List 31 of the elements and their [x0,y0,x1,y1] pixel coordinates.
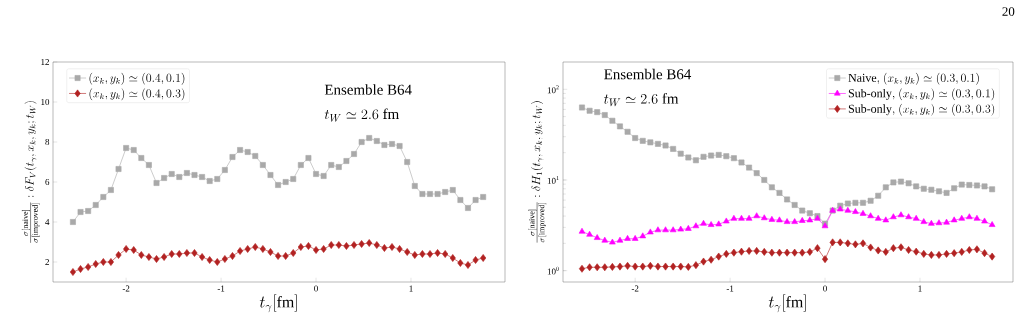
x-tick-label: 0 [314,285,318,292]
y-tick-label: 10$^{0}$ [547,266,559,275]
annotation: $t_W\simeq 2.6\ \mathrm{fm}$ [324,108,399,122]
y-tick-label: 4 [45,219,50,225]
x-tick-label: 1 [409,285,413,292]
x-tick-label: -2 [631,285,639,292]
x-axis-title: $t_\gamma[\mathrm{fm}]$ [259,294,297,313]
y-tick-label: 8 [45,138,50,146]
legend-label: $\mathrm{Sub\text{-}only,}\ (x_k,y_k)\simeq(0.3,0.3)$ [848,103,995,116]
y-tick-label: 2 [45,259,49,265]
y-tick-label: 6 [45,178,50,186]
legend-label: $(x_k,y_k)\simeq(0.4,0.1)$ [89,72,185,85]
y-tick-label: 10 [41,98,50,106]
y-tick-label: 10$^{2}$ [547,85,559,94]
x-tick-label: -1 [726,285,734,292]
y-tick-label: 12 [41,59,49,65]
legend-label: $\mathrm{Sub\text{-}only,}\ (x_k,y_k)\simeq(0.3,0.1)$ [848,88,995,101]
x-tick-label: -1 [217,285,225,292]
annotation: $t_W\simeq 2.6\ \mathrm{fm}$ [604,93,679,107]
y-axis-title: $\frac{\sigma[\mathrm{naive}]}{\sigma[\mathrm{improved}]}:\delta F_V(t_\gamma,x_k,y_k;t_W)$ [21,101,40,243]
text: 20 [1002,7,1015,16]
annotation: Ensemble B64 [324,84,412,95]
x-tick-label: 0 [823,285,827,292]
legend-label: $\mathrm{Naive,}\ (x_k,y_k)\simeq(0.3,0.1)$ [848,72,979,85]
x-axis-title: $t_\gamma[\mathrm{fm}]$ [768,294,806,313]
x-tick-label: 1 [918,285,922,292]
legend-label: $(x_k,y_k)\simeq(0.4,0.3)$ [89,88,185,101]
x-tick-label: -2 [122,285,130,292]
y-axis-title: $\frac{\sigma[\mathrm{naive}]}{\sigma[\mathrm{improved}]}:\delta H_1(t_\gamma,x_k,y_k;t_W)$ [528,101,547,243]
y-tick-label: 10$^{1}$ [547,176,559,184]
annotation: Ensemble B64 [604,68,692,80]
